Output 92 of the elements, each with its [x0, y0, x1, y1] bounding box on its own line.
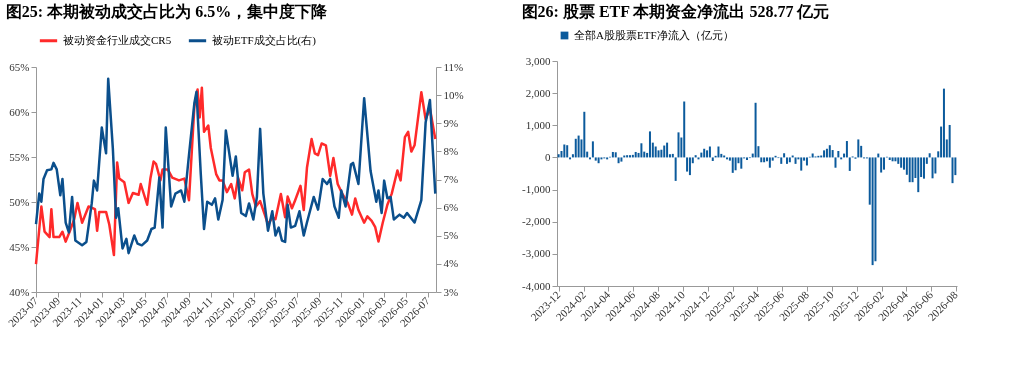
y-tick-label: 45%: [9, 240, 30, 253]
bar: [686, 157, 689, 172]
y-tick-label: 60%: [9, 105, 30, 118]
bar: [800, 157, 803, 171]
bar: [928, 153, 931, 158]
bar: [780, 157, 783, 164]
bar: [617, 157, 620, 164]
bar: [614, 152, 617, 158]
bar: [677, 132, 680, 158]
y-tick-label: 2,000: [525, 86, 551, 99]
bar: [911, 157, 914, 183]
legend-label: 全部A股股票ETF净流入（亿元）: [574, 28, 734, 41]
bar: [754, 102, 757, 158]
bar: [640, 143, 643, 158]
bar: [557, 154, 560, 158]
bar: [657, 150, 660, 158]
bar: [717, 146, 720, 158]
y2-tick-label: 9%: [443, 116, 459, 129]
bar: [740, 157, 743, 169]
bar: [871, 157, 874, 266]
chart-title: 图26: 股票 ETF 本期资金净流出 528.77 亿元: [521, 2, 830, 20]
bar: [874, 157, 877, 262]
bar: [783, 153, 786, 158]
bar: [663, 145, 666, 158]
legend-label: 被动ETF成交占比(右): [212, 33, 317, 47]
bar: [620, 157, 623, 162]
bar: [683, 101, 686, 158]
bar: [845, 141, 848, 158]
y-tick-label: 65%: [9, 60, 30, 73]
bar: [880, 157, 883, 173]
bar: [574, 138, 577, 158]
bar: [688, 157, 691, 176]
bar: [805, 157, 808, 166]
bar: [948, 124, 951, 158]
bar: [674, 157, 677, 181]
bar: [660, 149, 663, 158]
bar: [563, 144, 566, 158]
bar: [654, 146, 657, 158]
y-tick-label: 40%: [9, 285, 30, 298]
bar: [706, 150, 709, 158]
bar: [648, 131, 651, 158]
y2-tick-label: 10%: [443, 88, 464, 101]
chart-title: 图25: 本期被动成交占比为 6.5%，集中度下降: [5, 2, 329, 20]
bar: [934, 157, 937, 174]
bar: [897, 157, 900, 164]
y-tick-label: 3,000: [525, 54, 551, 67]
bar: [566, 145, 569, 158]
bar: [760, 157, 763, 163]
bar: [594, 157, 597, 161]
bar: [583, 111, 586, 158]
bar: [883, 157, 886, 170]
bar: [734, 157, 737, 171]
y2-tick-label: 6%: [443, 201, 459, 214]
y2-tick-label: 8%: [443, 144, 459, 157]
y2-tick-label: 5%: [443, 229, 459, 242]
y2-tick-label: 7%: [443, 173, 459, 185]
legend-label: 被动资金行业成交CR5: [63, 33, 172, 46]
bar: [857, 139, 860, 158]
y-tick-label: -2,000: [522, 215, 551, 228]
y-tick-label: -1,000: [522, 183, 551, 196]
bar: [768, 157, 771, 168]
bar: [908, 157, 911, 183]
bar: [731, 157, 734, 173]
bar: [837, 151, 840, 158]
bar: [785, 157, 788, 164]
bar: [577, 135, 580, 158]
bar: [894, 157, 897, 162]
bar: [591, 141, 594, 158]
y2-tick-label: 3%: [443, 285, 459, 298]
bar: [848, 157, 851, 171]
y2-tick-label: 11%: [443, 60, 464, 73]
bar: [828, 145, 831, 158]
bar: [708, 146, 711, 158]
bar: [597, 157, 600, 164]
bar: [891, 157, 894, 162]
bar: [951, 157, 954, 184]
bar: [942, 88, 945, 158]
y-tick-label: -4,000: [522, 279, 551, 292]
bar: [794, 157, 797, 164]
y-tick-label: 0: [545, 150, 551, 163]
y-tick-label: -3,000: [522, 247, 551, 260]
bar: [931, 157, 934, 179]
bar: [703, 148, 706, 158]
bar: [917, 157, 920, 193]
y-tick-label: 55%: [9, 150, 30, 163]
bar: [788, 157, 791, 163]
bar: [611, 151, 614, 158]
y-tick-label: 50%: [9, 195, 30, 208]
y-tick-label: 1,000: [525, 118, 551, 131]
bar: [834, 157, 837, 168]
bar: [666, 142, 669, 158]
y2-tick-label: 4%: [443, 257, 459, 270]
